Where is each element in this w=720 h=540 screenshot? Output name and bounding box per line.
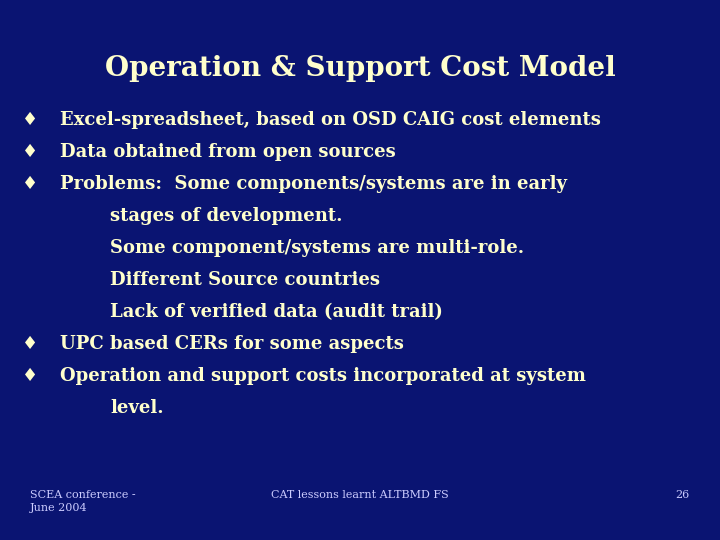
Text: 26: 26 [676,490,690,500]
Text: Operation and support costs incorporated at system: Operation and support costs incorporated… [60,367,586,385]
Text: ♦: ♦ [22,335,38,353]
Text: Some component/systems are multi-role.: Some component/systems are multi-role. [110,239,524,257]
Text: CAT lessons learnt ALTBMD FS: CAT lessons learnt ALTBMD FS [271,490,449,500]
Text: ♦: ♦ [22,367,38,385]
Text: ♦: ♦ [22,111,38,129]
Text: Operation & Support Cost Model: Operation & Support Cost Model [104,55,616,82]
Text: Problems:  Some components/systems are in early: Problems: Some components/systems are in… [60,175,567,193]
Text: stages of development.: stages of development. [110,207,343,225]
Text: Lack of verified data (audit trail): Lack of verified data (audit trail) [110,303,443,321]
Text: ♦: ♦ [22,175,38,193]
Text: ♦: ♦ [22,143,38,161]
Text: UPC based CERs for some aspects: UPC based CERs for some aspects [60,335,404,353]
Text: Different Source countries: Different Source countries [110,271,380,289]
Text: Data obtained from open sources: Data obtained from open sources [60,143,396,161]
Text: Excel-spreadsheet, based on OSD CAIG cost elements: Excel-spreadsheet, based on OSD CAIG cos… [60,111,601,129]
Text: level.: level. [110,399,163,417]
Text: SCEA conference -
June 2004: SCEA conference - June 2004 [30,490,135,513]
